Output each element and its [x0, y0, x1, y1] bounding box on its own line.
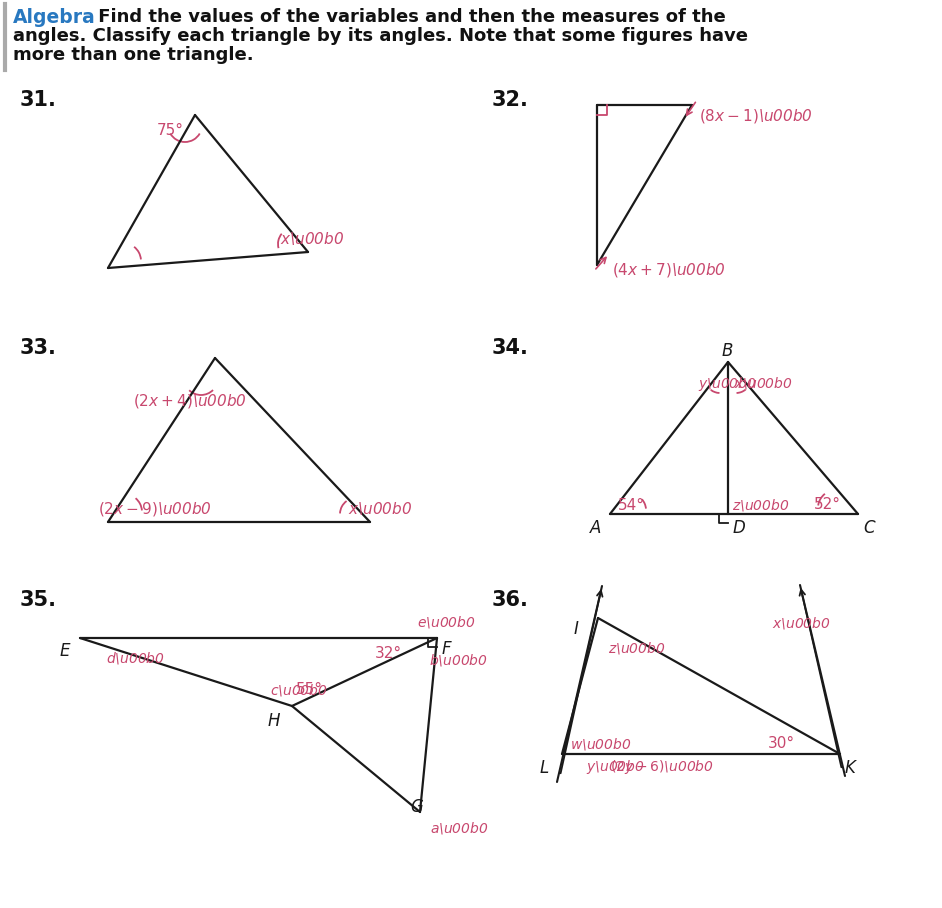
Text: $(4x+7)$\u00b0: $(4x+7)$\u00b0 — [612, 261, 726, 279]
Text: $x$\u00b0: $x$\u00b0 — [348, 500, 413, 517]
Text: angles. Classify each triangle by its angles. Note that some figures have: angles. Classify each triangle by its an… — [13, 27, 748, 45]
Text: 31.: 31. — [20, 90, 57, 110]
Text: D: D — [733, 519, 746, 537]
Text: $x$\u00b0: $x$\u00b0 — [772, 615, 831, 631]
Text: $z$\u00b0: $z$\u00b0 — [732, 497, 789, 513]
Text: Algebra: Algebra — [13, 8, 96, 27]
Text: C: C — [863, 519, 874, 537]
Text: L: L — [540, 759, 549, 777]
Text: 30°: 30° — [768, 736, 795, 751]
Text: H: H — [268, 712, 281, 730]
Text: $b$\u00b0: $b$\u00b0 — [429, 652, 488, 668]
Text: F: F — [442, 640, 451, 658]
Text: $x$\u00b0: $x$\u00b0 — [734, 375, 792, 391]
Text: $y$\u00b0: $y$\u00b0 — [698, 375, 756, 393]
Text: $a$\u00b0: $a$\u00b0 — [430, 820, 489, 836]
Text: $(2x+4)$\u00b0: $(2x+4)$\u00b0 — [133, 392, 247, 410]
Text: $(8x-1)$\u00b0: $(8x-1)$\u00b0 — [699, 107, 813, 125]
Text: 52°: 52° — [814, 497, 841, 512]
Text: $e$\u00b0: $e$\u00b0 — [417, 614, 476, 630]
Text: $z$\u00b0: $z$\u00b0 — [608, 640, 665, 656]
Text: 54°: 54° — [618, 498, 645, 513]
Text: 75°: 75° — [157, 123, 184, 138]
Text: A: A — [590, 519, 601, 537]
Text: $(2y-6)$\u00b0: $(2y-6)$\u00b0 — [610, 758, 714, 776]
Text: 32.: 32. — [492, 90, 528, 110]
Text: $(2x-9)$\u00b0: $(2x-9)$\u00b0 — [98, 500, 212, 518]
Text: 36.: 36. — [492, 590, 528, 610]
Text: $w$\u00b0: $w$\u00b0 — [570, 736, 631, 752]
Text: more than one triangle.: more than one triangle. — [13, 46, 253, 64]
Text: 34.: 34. — [492, 338, 528, 358]
Text: K: K — [845, 759, 856, 777]
Text: $c$\u00b0: $c$\u00b0 — [270, 682, 328, 698]
Text: I: I — [574, 620, 579, 638]
Text: $x$\u00b0: $x$\u00b0 — [280, 230, 344, 247]
Text: G: G — [410, 798, 423, 816]
Text: Find the values of the variables and then the measures of the: Find the values of the variables and the… — [92, 8, 725, 26]
Text: $d$\u00b0: $d$\u00b0 — [106, 650, 165, 666]
Text: E: E — [60, 642, 71, 660]
Text: 33.: 33. — [20, 338, 57, 358]
Text: B: B — [722, 342, 734, 360]
Text: 32°: 32° — [375, 646, 402, 661]
Text: 35.: 35. — [20, 590, 57, 610]
Text: $y$\u00b0: $y$\u00b0 — [586, 758, 644, 776]
Text: 55°: 55° — [296, 682, 323, 697]
